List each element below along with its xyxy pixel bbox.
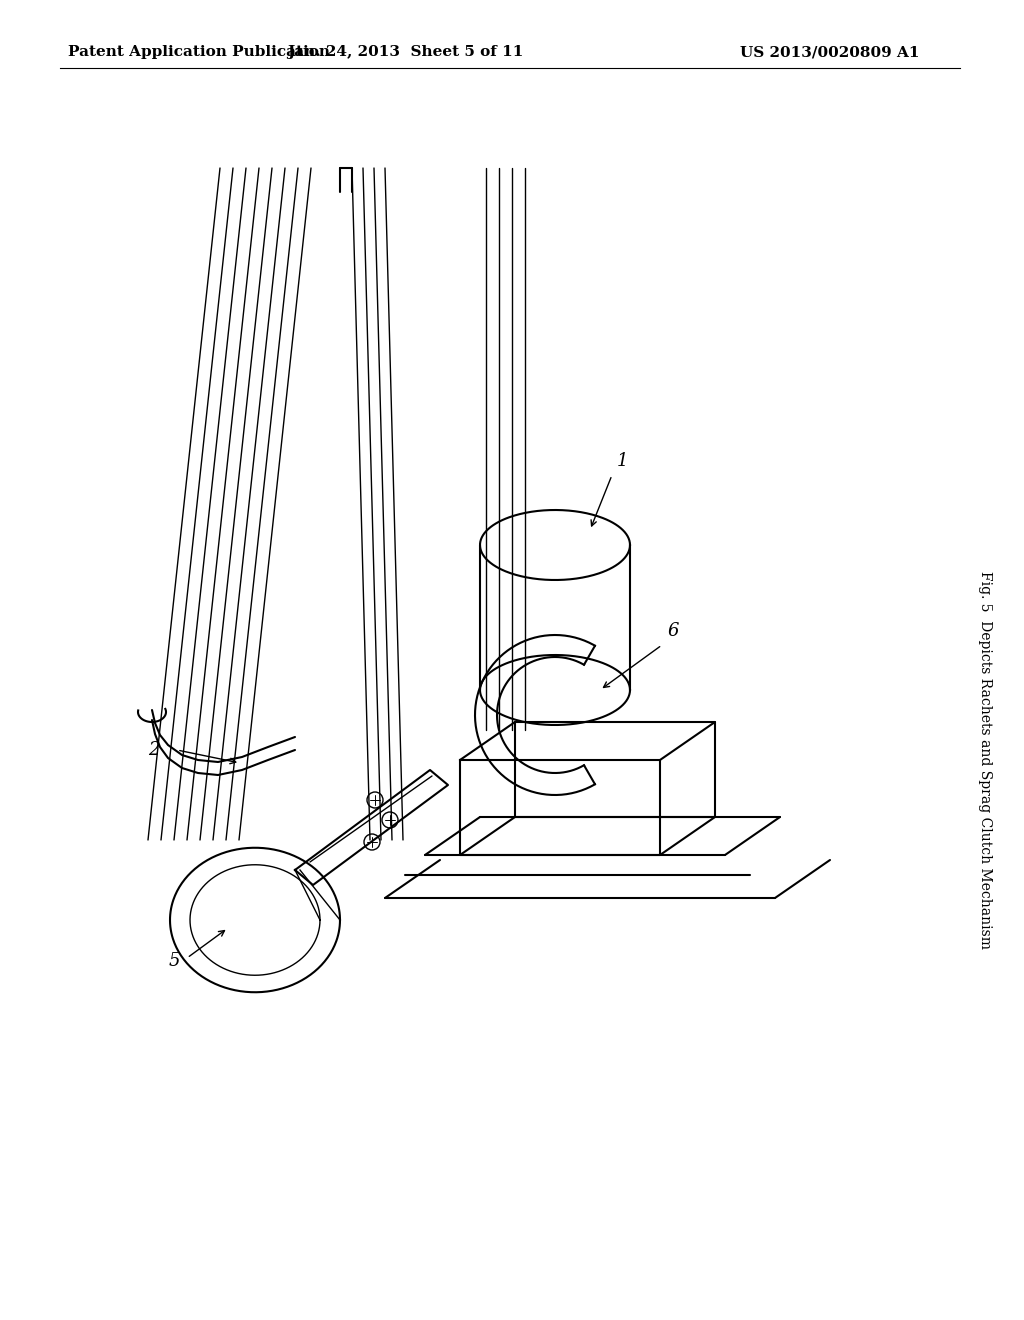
Text: US 2013/0020809 A1: US 2013/0020809 A1	[740, 45, 920, 59]
Text: Fig. 5  Depicts Rachets and Sprag Clutch Mechanism: Fig. 5 Depicts Rachets and Sprag Clutch …	[978, 572, 992, 949]
Text: 5: 5	[169, 952, 180, 970]
Text: 1: 1	[617, 451, 629, 470]
Text: 6: 6	[667, 622, 679, 640]
Text: 2: 2	[148, 741, 160, 759]
Text: Jan. 24, 2013  Sheet 5 of 11: Jan. 24, 2013 Sheet 5 of 11	[287, 45, 523, 59]
Text: Patent Application Publication: Patent Application Publication	[68, 45, 330, 59]
